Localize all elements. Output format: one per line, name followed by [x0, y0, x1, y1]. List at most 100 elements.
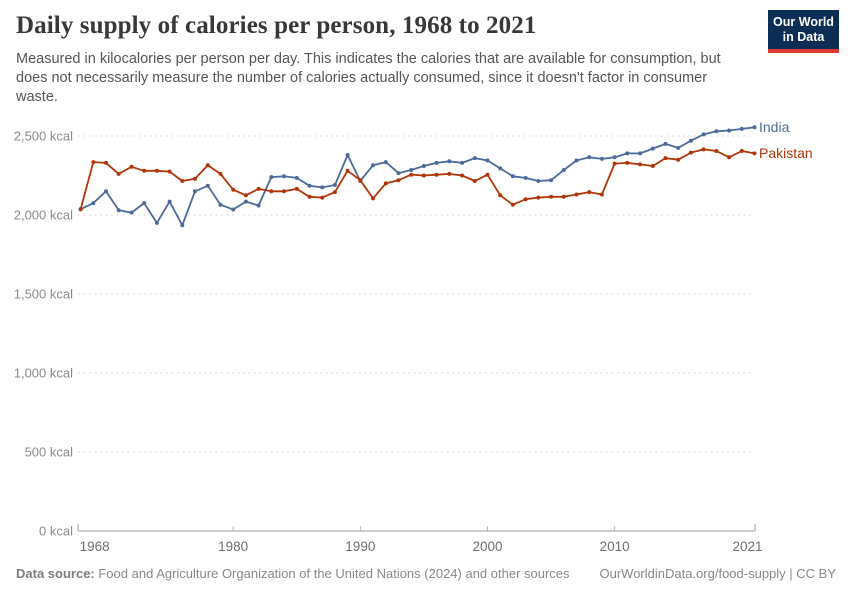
data-point[interactable] — [638, 151, 643, 156]
data-point[interactable] — [612, 161, 617, 166]
data-point[interactable] — [421, 173, 426, 178]
data-point[interactable] — [587, 190, 592, 195]
data-point[interactable] — [510, 174, 515, 179]
data-point[interactable] — [294, 175, 299, 180]
data-point[interactable] — [676, 157, 681, 162]
data-point[interactable] — [142, 201, 147, 206]
series-line[interactable] — [79, 148, 755, 210]
data-point[interactable] — [78, 207, 83, 212]
data-point[interactable] — [332, 183, 337, 187]
calorie-supply-line-chart[interactable]: 0 kcal 500 kcal 1,000 kcal 1,500 kcal 2,000 … — [0, 118, 850, 564]
data-point[interactable] — [154, 168, 159, 173]
data-point[interactable] — [549, 194, 554, 199]
data-point[interactable] — [282, 189, 286, 194]
data-point[interactable] — [752, 151, 757, 156]
data-point[interactable] — [599, 156, 604, 161]
series-line[interactable] — [80, 126, 755, 227]
data-point[interactable] — [371, 196, 375, 201]
data-point[interactable] — [574, 192, 579, 197]
data-point[interactable] — [727, 128, 732, 133]
data-point[interactable] — [91, 160, 96, 165]
data-point[interactable] — [663, 141, 668, 146]
data-point[interactable] — [739, 126, 744, 131]
data-point[interactable] — [383, 160, 388, 165]
data-point[interactable] — [688, 138, 693, 143]
series-label-india[interactable]: India — [759, 119, 790, 135]
data-point[interactable] — [434, 172, 439, 177]
data-point[interactable] — [536, 179, 541, 183]
data-point[interactable] — [485, 158, 490, 163]
data-source-note[interactable]: Data source: Food and Agriculture Organi… — [16, 566, 570, 581]
data-point[interactable] — [256, 203, 261, 208]
data-point[interactable] — [714, 149, 719, 153]
data-point[interactable] — [650, 164, 655, 168]
data-point[interactable] — [243, 193, 248, 198]
data-point[interactable] — [574, 158, 579, 163]
data-point[interactable] — [193, 176, 197, 181]
data-point[interactable] — [116, 171, 121, 176]
data-point[interactable] — [129, 210, 134, 215]
data-point[interactable] — [358, 178, 363, 183]
owid-logo[interactable]: Our World in Data — [768, 10, 839, 53]
data-point[interactable] — [294, 186, 299, 191]
data-point[interactable] — [307, 194, 312, 199]
data-point[interactable] — [345, 153, 350, 157]
data-point[interactable] — [460, 160, 465, 165]
data-point[interactable] — [472, 179, 477, 183]
data-point[interactable] — [498, 166, 503, 171]
data-point[interactable] — [409, 172, 414, 177]
data-point[interactable] — [269, 175, 274, 180]
data-point[interactable] — [447, 159, 452, 164]
data-point[interactable] — [739, 149, 744, 153]
data-point[interactable] — [523, 197, 528, 202]
series-label-pakistan[interactable]: Pakistan — [759, 145, 813, 161]
data-point[interactable] — [332, 190, 337, 195]
license-link[interactable]: OurWorldinData.org/food-supply | CC BY — [599, 566, 836, 581]
data-point[interactable] — [180, 179, 185, 183]
data-point[interactable] — [91, 201, 96, 206]
data-point[interactable] — [256, 186, 261, 191]
data-point[interactable] — [154, 220, 159, 225]
data-point[interactable] — [409, 168, 414, 172]
data-point[interactable] — [231, 207, 236, 212]
data-point[interactable] — [485, 172, 490, 177]
data-point[interactable] — [447, 171, 452, 176]
data-point[interactable] — [218, 171, 223, 176]
data-point[interactable] — [549, 178, 554, 183]
data-point[interactable] — [612, 155, 617, 160]
data-point[interactable] — [701, 147, 706, 152]
data-point[interactable] — [104, 160, 108, 165]
data-point[interactable] — [243, 199, 248, 204]
data-point[interactable] — [727, 155, 732, 160]
data-point[interactable] — [625, 160, 630, 165]
data-point[interactable] — [434, 160, 439, 165]
data-point[interactable] — [218, 202, 223, 207]
data-point[interactable] — [320, 185, 325, 190]
data-point[interactable] — [688, 150, 693, 155]
data-point[interactable] — [561, 194, 566, 199]
data-point[interactable] — [320, 195, 325, 200]
data-point[interactable] — [676, 145, 681, 150]
data-point[interactable] — [116, 208, 121, 213]
data-point[interactable] — [167, 169, 172, 174]
data-point[interactable] — [752, 125, 757, 130]
data-point[interactable] — [104, 189, 108, 194]
data-point[interactable] — [523, 175, 528, 180]
data-point[interactable] — [536, 195, 541, 200]
series-pakistan[interactable]: Pakistan — [78, 145, 813, 212]
data-point[interactable] — [498, 193, 503, 198]
data-point[interactable] — [180, 223, 185, 228]
data-point[interactable] — [650, 146, 655, 151]
data-point[interactable] — [625, 151, 630, 156]
data-point[interactable] — [510, 202, 515, 207]
data-point[interactable] — [421, 164, 426, 168]
series-india[interactable]: India — [78, 119, 790, 228]
data-point[interactable] — [142, 168, 147, 173]
data-point[interactable] — [383, 181, 388, 186]
data-point[interactable] — [193, 189, 197, 194]
data-point[interactable] — [587, 155, 592, 160]
data-point[interactable] — [396, 178, 401, 183]
data-point[interactable] — [638, 162, 643, 167]
data-point[interactable] — [307, 183, 312, 188]
data-point[interactable] — [472, 156, 477, 161]
